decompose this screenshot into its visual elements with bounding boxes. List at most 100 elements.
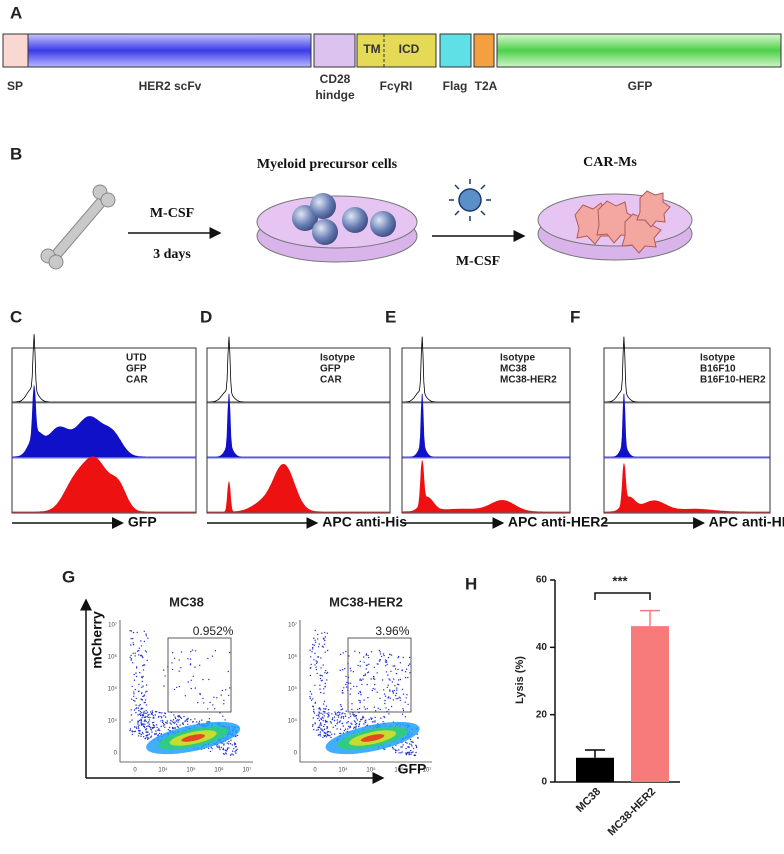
segment: [313, 33, 356, 68]
event: [163, 715, 165, 717]
event: [357, 708, 359, 711]
event: [410, 741, 412, 743]
event: [131, 698, 133, 700]
event: [228, 651, 231, 654]
event: [199, 664, 201, 666]
event: [235, 749, 237, 752]
legend-entry: MC38: [500, 364, 527, 375]
event: [184, 695, 186, 697]
event: [321, 675, 323, 677]
event: [212, 704, 214, 706]
event: [132, 631, 135, 634]
event: [349, 693, 351, 695]
event: [316, 661, 319, 663]
event: [326, 632, 329, 634]
event: [131, 685, 133, 688]
event: [152, 717, 154, 719]
event: [190, 719, 192, 721]
event: [366, 683, 368, 686]
event: [362, 717, 365, 719]
event: [310, 656, 312, 658]
event: [392, 699, 394, 701]
panel-label: C: [10, 307, 22, 326]
event: [190, 687, 192, 690]
event: [150, 736, 152, 738]
event: [397, 697, 399, 700]
event: [162, 719, 164, 722]
event: [411, 741, 413, 743]
event: [317, 656, 319, 658]
event: [145, 731, 147, 733]
event: [151, 722, 154, 724]
event: [313, 710, 315, 713]
x-tick-label: 10⁴: [338, 767, 348, 774]
event: [412, 747, 415, 750]
event: [177, 721, 179, 723]
event: [353, 715, 355, 717]
event: [151, 731, 153, 733]
event: [145, 728, 148, 730]
plot-axes: [119, 620, 253, 763]
event: [323, 688, 325, 690]
event: [404, 701, 406, 703]
event: [392, 665, 394, 667]
event: [373, 666, 375, 669]
event: [234, 751, 236, 753]
event: [135, 675, 138, 678]
event: [138, 732, 140, 734]
event: [229, 743, 232, 745]
event: [216, 746, 219, 748]
event: [317, 638, 319, 640]
event: [130, 658, 133, 660]
event: [141, 686, 143, 689]
event: [146, 734, 148, 737]
event: [374, 721, 376, 723]
x-tick-label: 10⁴: [158, 767, 168, 774]
event: [346, 722, 348, 724]
event: [207, 657, 209, 660]
event: [310, 667, 312, 669]
event: [411, 751, 413, 754]
event: [146, 711, 149, 713]
event: [337, 716, 340, 718]
event: [407, 664, 410, 667]
event: [384, 659, 387, 661]
event: [148, 721, 150, 723]
histogram: [207, 464, 390, 513]
event: [161, 712, 163, 714]
event: [387, 674, 389, 676]
event: [147, 714, 149, 716]
event: [312, 698, 314, 700]
event: [367, 671, 370, 673]
event: [353, 726, 356, 728]
event: [410, 743, 412, 746]
event: [319, 724, 321, 726]
event: [379, 653, 382, 655]
event: [171, 726, 174, 729]
event: [363, 723, 365, 725]
event: [320, 717, 322, 720]
event: [405, 753, 408, 755]
event: [318, 719, 321, 722]
event: [219, 712, 221, 714]
event: [374, 688, 376, 690]
event: [132, 644, 135, 646]
event: [143, 630, 145, 632]
event: [327, 731, 330, 733]
event: [174, 717, 177, 720]
event: [386, 663, 388, 666]
event: [386, 686, 388, 689]
event: [415, 751, 417, 754]
event: [222, 715, 224, 717]
event: [223, 753, 225, 755]
event: [320, 712, 322, 714]
event: [405, 747, 407, 750]
event: [364, 708, 366, 710]
event: [388, 709, 390, 711]
event: [408, 746, 410, 748]
event: [148, 725, 151, 728]
event: [133, 673, 135, 676]
event: [370, 678, 372, 680]
gate: [347, 637, 412, 713]
event: [142, 675, 144, 678]
